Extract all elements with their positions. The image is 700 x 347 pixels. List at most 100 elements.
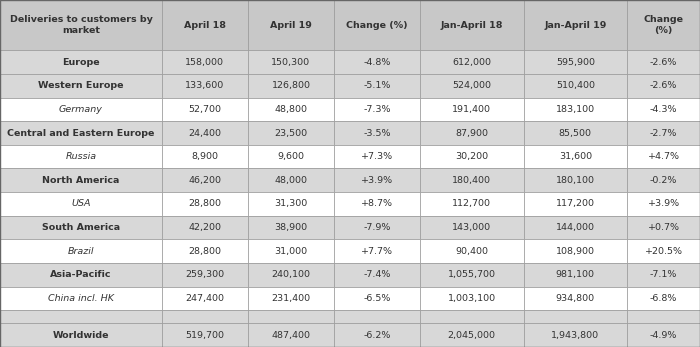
Bar: [248, 239, 334, 263]
Text: -6.8%: -6.8%: [650, 294, 677, 303]
Bar: [334, 287, 420, 310]
Bar: [0, 216, 162, 239]
Bar: [334, 145, 420, 168]
Bar: [420, 74, 524, 98]
Bar: [420, 50, 524, 74]
Bar: [0, 121, 162, 145]
Text: 48,000: 48,000: [274, 176, 307, 185]
Text: 2,045,000: 2,045,000: [448, 331, 496, 340]
Text: 981,100: 981,100: [556, 270, 595, 279]
Text: North America: North America: [42, 176, 120, 185]
Text: -4.9%: -4.9%: [650, 331, 677, 340]
Bar: [248, 216, 334, 239]
Bar: [162, 98, 248, 121]
Text: -6.2%: -6.2%: [363, 331, 391, 340]
Text: -7.3%: -7.3%: [363, 105, 391, 114]
Bar: [334, 310, 420, 323]
Bar: [162, 310, 248, 323]
Bar: [248, 74, 334, 98]
Text: 31,000: 31,000: [274, 247, 307, 256]
Text: 30,200: 30,200: [455, 152, 489, 161]
Bar: [524, 168, 627, 192]
Bar: [248, 145, 334, 168]
Bar: [524, 310, 627, 323]
Bar: [420, 168, 524, 192]
Bar: [627, 0, 700, 50]
Text: 112,700: 112,700: [452, 200, 491, 209]
Text: 108,900: 108,900: [556, 247, 595, 256]
Bar: [627, 310, 700, 323]
Bar: [162, 216, 248, 239]
Text: 87,900: 87,900: [455, 128, 489, 137]
Bar: [627, 98, 700, 121]
Text: -2.6%: -2.6%: [650, 81, 677, 90]
Bar: [524, 216, 627, 239]
Bar: [524, 98, 627, 121]
Text: 519,700: 519,700: [186, 331, 225, 340]
Bar: [420, 216, 524, 239]
Text: 143,000: 143,000: [452, 223, 491, 232]
Bar: [162, 145, 248, 168]
Text: 1,943,800: 1,943,800: [552, 331, 599, 340]
Text: 85,500: 85,500: [559, 128, 592, 137]
Text: -7.1%: -7.1%: [650, 270, 677, 279]
Bar: [0, 50, 162, 74]
Text: South America: South America: [42, 223, 120, 232]
Bar: [248, 98, 334, 121]
Bar: [627, 50, 700, 74]
Text: +4.7%: +4.7%: [648, 152, 680, 161]
Text: 9,600: 9,600: [277, 152, 304, 161]
Bar: [420, 263, 524, 287]
Text: -6.5%: -6.5%: [363, 294, 391, 303]
Bar: [627, 145, 700, 168]
Bar: [0, 310, 162, 323]
Text: -2.6%: -2.6%: [650, 58, 677, 67]
Text: +7.7%: +7.7%: [361, 247, 393, 256]
Bar: [248, 168, 334, 192]
Text: 31,600: 31,600: [559, 152, 592, 161]
Bar: [248, 310, 334, 323]
Bar: [524, 0, 627, 50]
Bar: [627, 74, 700, 98]
Text: 144,000: 144,000: [556, 223, 595, 232]
Text: 158,000: 158,000: [186, 58, 225, 67]
Text: 247,400: 247,400: [186, 294, 225, 303]
Text: 48,800: 48,800: [274, 105, 307, 114]
Bar: [248, 50, 334, 74]
Text: 191,400: 191,400: [452, 105, 491, 114]
Bar: [420, 239, 524, 263]
Bar: [627, 287, 700, 310]
Text: 524,000: 524,000: [452, 81, 491, 90]
Bar: [524, 323, 627, 347]
Bar: [162, 263, 248, 287]
Text: 23,500: 23,500: [274, 128, 307, 137]
Bar: [0, 98, 162, 121]
Bar: [524, 74, 627, 98]
Bar: [627, 192, 700, 216]
Bar: [0, 287, 162, 310]
Text: +3.9%: +3.9%: [361, 176, 393, 185]
Text: 90,400: 90,400: [455, 247, 489, 256]
Bar: [248, 323, 334, 347]
Bar: [248, 121, 334, 145]
Text: -7.9%: -7.9%: [363, 223, 391, 232]
Bar: [248, 0, 334, 50]
Text: USA: USA: [71, 200, 91, 209]
Bar: [334, 239, 420, 263]
Text: 180,100: 180,100: [556, 176, 595, 185]
Text: -4.3%: -4.3%: [650, 105, 678, 114]
Bar: [627, 121, 700, 145]
Bar: [0, 192, 162, 216]
Bar: [420, 287, 524, 310]
Text: 595,900: 595,900: [556, 58, 595, 67]
Text: 612,000: 612,000: [452, 58, 491, 67]
Bar: [524, 50, 627, 74]
Text: Jan-April 18: Jan-April 18: [440, 21, 503, 29]
Text: +20.5%: +20.5%: [645, 247, 682, 256]
Text: 42,200: 42,200: [188, 223, 221, 232]
Text: 231,400: 231,400: [272, 294, 311, 303]
Bar: [334, 121, 420, 145]
Bar: [0, 168, 162, 192]
Text: Central and Eastern Europe: Central and Eastern Europe: [7, 128, 155, 137]
Text: +7.3%: +7.3%: [361, 152, 393, 161]
